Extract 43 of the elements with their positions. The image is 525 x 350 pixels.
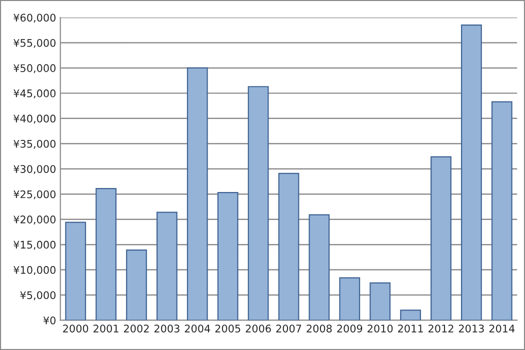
bar bbox=[186, 67, 208, 320]
x-tick-label: 2001 bbox=[94, 324, 118, 332]
bar bbox=[491, 101, 512, 320]
y-tick-label: ¥45,000 bbox=[14, 89, 56, 98]
x-tick-label: 2004 bbox=[184, 324, 210, 332]
y-tick-label: ¥40,000 bbox=[14, 114, 56, 124]
y-tick-label: ¥50,000 bbox=[14, 64, 56, 74]
bar bbox=[400, 310, 421, 320]
x-tick-label: 2014 bbox=[489, 324, 515, 332]
bar bbox=[430, 156, 452, 320]
y-tick-label: ¥20,000 bbox=[14, 216, 56, 224]
bar bbox=[96, 188, 116, 320]
y-tick-label: ¥0 bbox=[43, 316, 56, 324]
bar bbox=[370, 282, 391, 320]
x-tick-label: 2005 bbox=[215, 324, 240, 332]
y-tick-label: ¥5,000 bbox=[20, 291, 56, 300]
x-tick-label: 2000 bbox=[63, 324, 88, 332]
y-tick-label: ¥55,000 bbox=[14, 38, 56, 48]
bar bbox=[217, 192, 238, 320]
y-tick-label: ¥60,000 bbox=[14, 14, 56, 23]
y-tick-label: ¥30,000 bbox=[14, 165, 56, 174]
x-tick-label: 2011 bbox=[398, 324, 423, 332]
bar bbox=[156, 212, 178, 320]
y-tick-label: ¥35,000 bbox=[14, 140, 56, 149]
bar bbox=[65, 222, 86, 320]
x-tick-label: 2003 bbox=[154, 324, 180, 332]
bar bbox=[278, 172, 300, 320]
x-tick-label: 2006 bbox=[246, 324, 271, 332]
x-tick-label: 2012 bbox=[428, 324, 454, 332]
x-tick-label: 2008 bbox=[306, 324, 332, 332]
bar bbox=[308, 214, 330, 320]
x-tick-label: 2013 bbox=[458, 324, 484, 332]
bar bbox=[461, 24, 482, 320]
x-tick-label: 2010 bbox=[368, 324, 393, 332]
y-tick-label: ¥15,000 bbox=[14, 240, 56, 250]
x-tick-label: 2007 bbox=[276, 324, 302, 332]
y-tick-label: ¥10,000 bbox=[14, 266, 56, 275]
bar bbox=[248, 86, 269, 320]
bar bbox=[339, 277, 360, 320]
bar bbox=[126, 250, 147, 320]
x-tick-label: 2002 bbox=[124, 324, 149, 332]
y-tick-label: ¥25,000 bbox=[14, 190, 56, 200]
x-tick-label: 2009 bbox=[337, 324, 362, 332]
